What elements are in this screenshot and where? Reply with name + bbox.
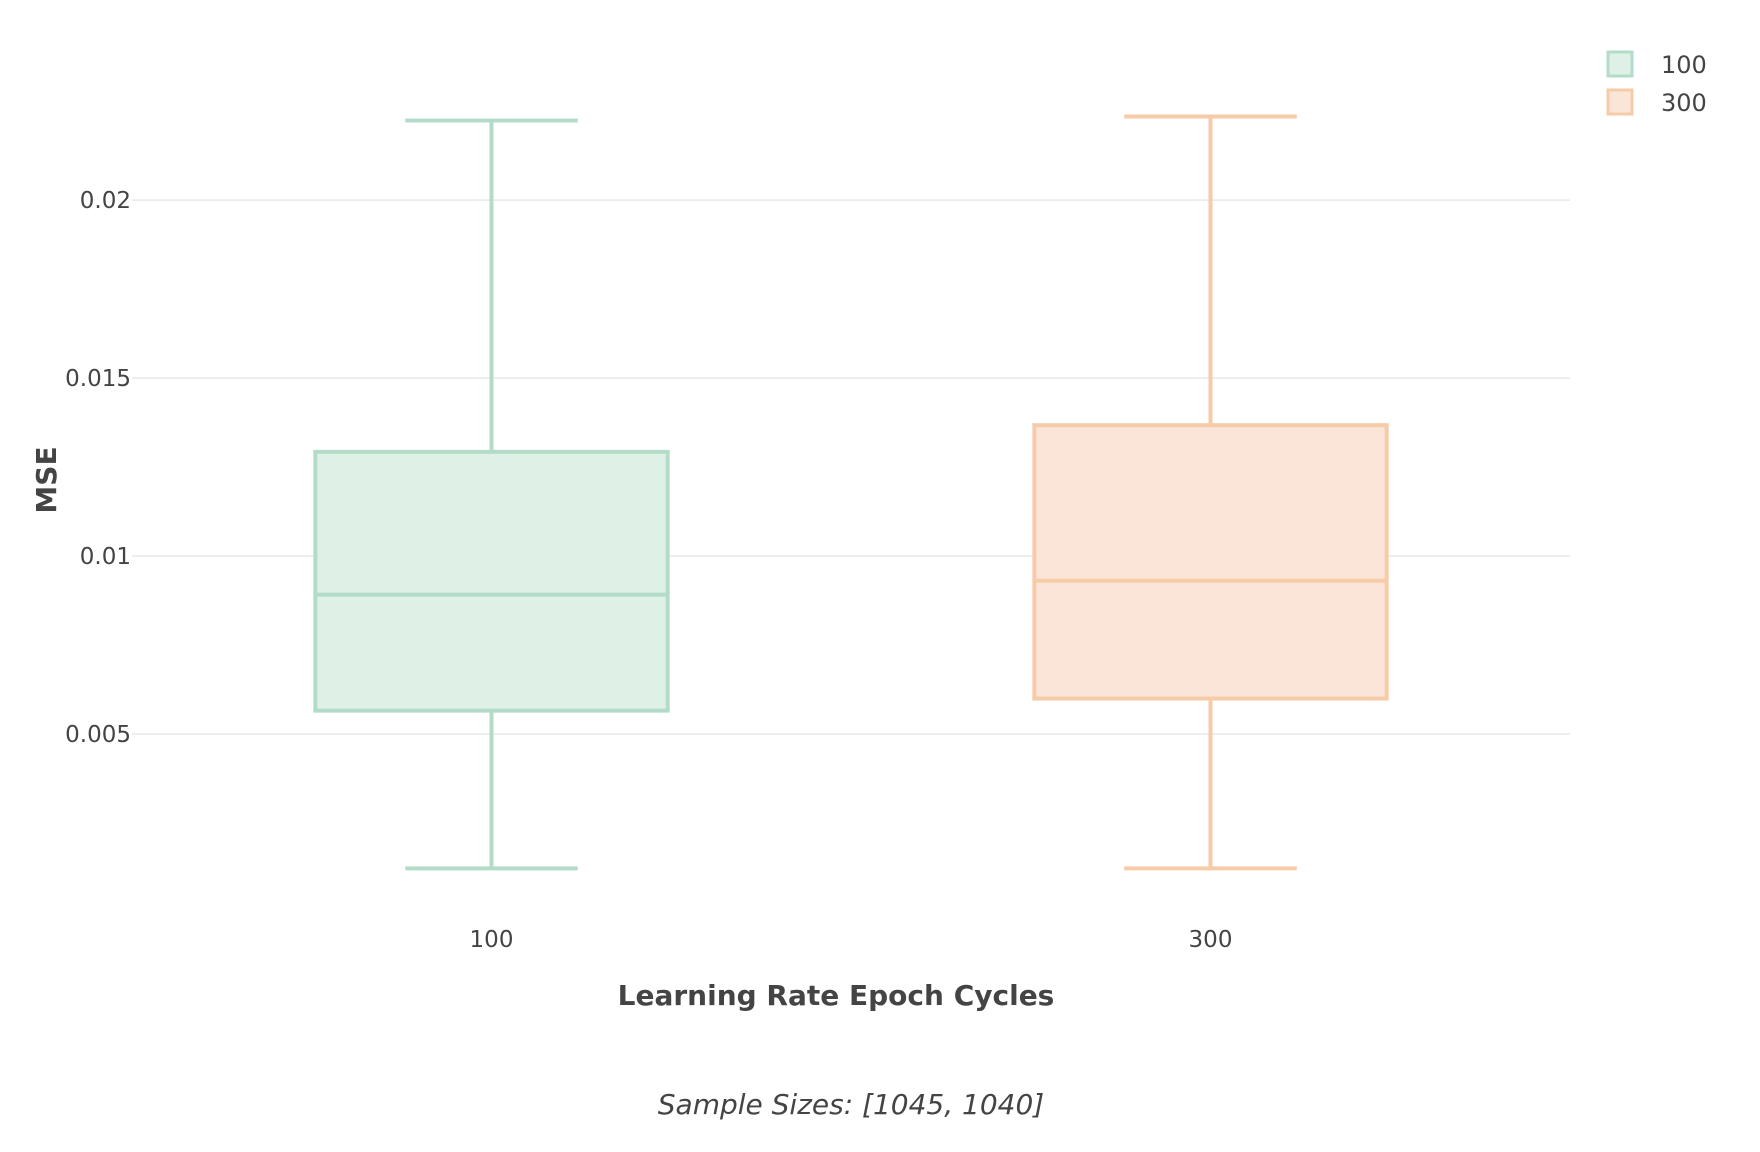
iqr-box bbox=[1032, 423, 1389, 701]
legend-label: 300 bbox=[1661, 89, 1707, 117]
y-axis-ticks: 0.005 0.01 0.015 0.02 bbox=[65, 188, 131, 748]
box-100[interactable] bbox=[313, 118, 670, 871]
y-tick-label: 0.02 bbox=[80, 188, 131, 214]
sample-sizes-annotation: Sample Sizes: [1045, 1040] bbox=[658, 1088, 1044, 1121]
y-tick-label: 0.01 bbox=[80, 544, 131, 570]
legend-label: 100 bbox=[1661, 51, 1707, 79]
x-axis-ticks: 100 300 bbox=[470, 927, 1233, 953]
iqr-box bbox=[313, 449, 670, 713]
box-300[interactable] bbox=[1032, 114, 1389, 871]
x-axis-title: Learning Rate Epoch Cycles bbox=[618, 979, 1055, 1012]
legend-item-300[interactable]: 300 bbox=[1606, 88, 1707, 117]
box-series bbox=[313, 114, 1389, 871]
legend-swatch bbox=[1606, 50, 1634, 78]
legend-item-100[interactable]: 100 bbox=[1606, 50, 1707, 79]
x-tick-label: 300 bbox=[1189, 927, 1233, 953]
y-tick-label: 0.005 bbox=[65, 722, 131, 748]
legend-swatch bbox=[1606, 88, 1634, 116]
y-axis-title: MSE bbox=[30, 446, 63, 513]
y-tick-label: 0.015 bbox=[65, 366, 131, 392]
x-tick-label: 100 bbox=[470, 927, 514, 953]
